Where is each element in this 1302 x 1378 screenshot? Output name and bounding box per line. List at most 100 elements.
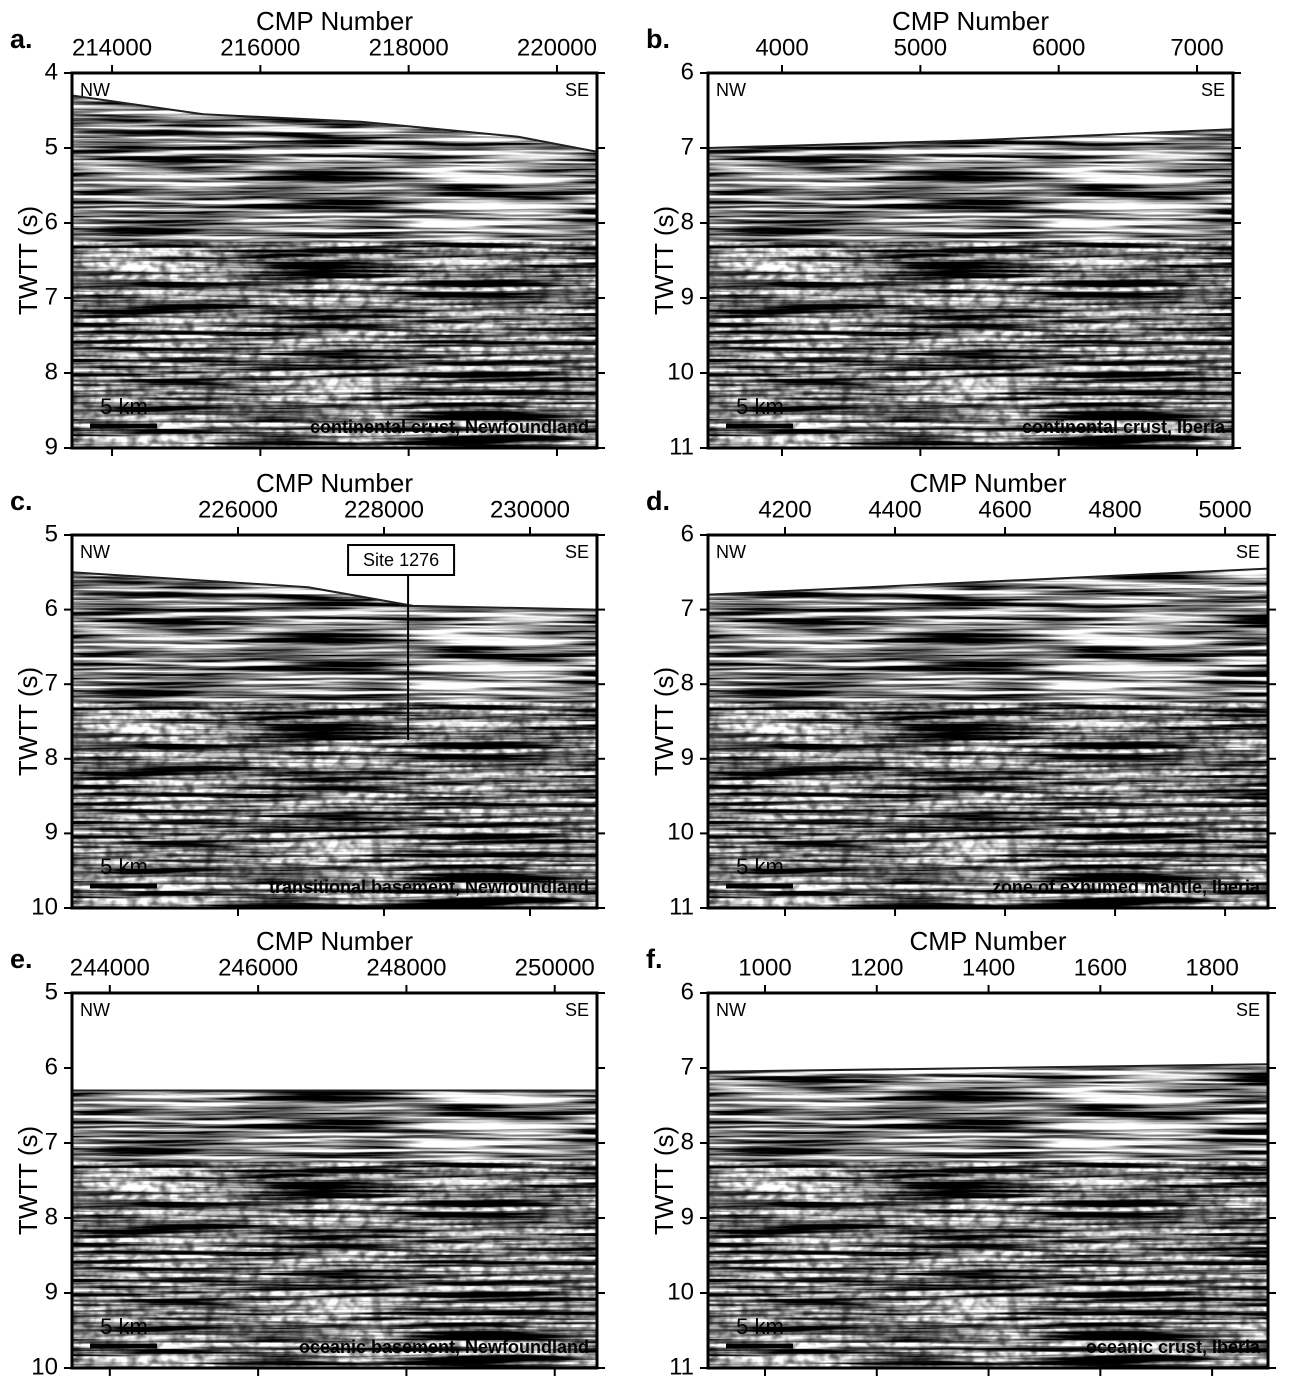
x-tick-label: 248000	[366, 954, 446, 981]
y-tick-label: 6	[681, 978, 694, 1005]
x-tick-label: 250000	[515, 954, 595, 981]
y-tick-label: 9	[681, 1203, 694, 1230]
seismic-image	[72, 73, 597, 448]
y-axis-title: TWTT (s)	[649, 206, 679, 315]
x-tick-label: 1200	[850, 954, 903, 981]
panel-label: f.	[646, 944, 663, 974]
y-tick-label: 9	[681, 283, 694, 310]
y-tick-label: 8	[681, 670, 694, 697]
caption: continental crust, Newfoundland	[310, 417, 589, 437]
y-tick-label: 5	[45, 520, 58, 547]
y-tick-label: 7	[681, 595, 694, 622]
caption: oceanic basement, Newfoundland	[299, 1337, 589, 1357]
y-tick-label: 9	[45, 1278, 58, 1305]
x-axis-title: CMP Number	[892, 6, 1049, 36]
y-tick-label: 6	[681, 58, 694, 85]
panel-label: d.	[646, 486, 670, 516]
x-axis-title: CMP Number	[256, 6, 413, 36]
x-tick-label: 5000	[1198, 496, 1251, 523]
x-axis-title: CMP Number	[909, 468, 1066, 498]
x-tick-label: 1800	[1185, 954, 1238, 981]
x-tick-label: 228000	[344, 496, 424, 523]
direction-label: SE	[1236, 542, 1260, 562]
direction-label: NW	[80, 1000, 110, 1020]
seismic-image	[708, 73, 1233, 448]
y-tick-label: 7	[681, 1053, 694, 1080]
direction-label: SE	[565, 542, 589, 562]
scale-bar-label: 5 km	[736, 854, 784, 879]
y-tick-label: 6	[681, 520, 694, 547]
x-tick-label: 4400	[868, 496, 921, 523]
scale-bar-label: 5 km	[736, 394, 784, 419]
y-tick-label: 7	[681, 133, 694, 160]
y-tick-label: 11	[669, 1353, 694, 1378]
caption: continental crust, Iberia	[1022, 417, 1226, 437]
y-tick-label: 6	[45, 595, 58, 622]
seismic-image	[708, 535, 1268, 908]
x-tick-label: 214000	[72, 34, 152, 61]
x-tick-label: 4800	[1088, 496, 1141, 523]
direction-label: NW	[80, 80, 110, 100]
caption: oceanic crust, Iberia	[1086, 1337, 1261, 1357]
x-tick-label: 4000	[755, 34, 808, 61]
panel: 4200 4400 4600 4800 5000 6 7 8 9 10 11 CMP Number TW…	[646, 468, 1276, 920]
scale-bar-label: 5 km	[100, 1314, 148, 1339]
direction-label: NW	[80, 542, 110, 562]
direction-label: NW	[716, 1000, 746, 1020]
panel-label: a.	[10, 24, 33, 54]
x-tick-label: 4200	[758, 496, 811, 523]
scale-bar-label: 5 km	[100, 394, 148, 419]
y-tick-label: 11	[669, 433, 694, 460]
y-tick-label: 8	[45, 1203, 58, 1230]
caption: transitional basement, Newfoundland	[269, 877, 589, 897]
y-tick-label: 10	[31, 893, 58, 920]
scale-bar-label: 5 km	[736, 1314, 784, 1339]
y-tick-label: 7	[45, 670, 58, 697]
panel-label: c.	[10, 486, 33, 516]
x-tick-label: 216000	[220, 34, 300, 61]
seismic-image	[708, 993, 1268, 1368]
direction-label: NW	[716, 80, 746, 100]
panel-label: e.	[10, 944, 33, 974]
y-tick-label: 4	[45, 58, 58, 85]
x-tick-label: 226000	[198, 496, 278, 523]
y-tick-label: 10	[667, 819, 694, 846]
x-tick-label: 4600	[978, 496, 1031, 523]
x-tick-label: 218000	[369, 34, 449, 61]
y-tick-label: 10	[667, 358, 694, 385]
y-tick-label: 5	[45, 133, 58, 160]
direction-label: SE	[1201, 80, 1225, 100]
y-axis-title: TWTT (s)	[13, 667, 43, 776]
water-column	[708, 993, 1268, 1072]
x-tick-label: 220000	[517, 34, 597, 61]
y-tick-label: 5	[45, 978, 58, 1005]
figure: 214000 216000 218000 220000 4 5 6 7 8 9 CMP Number…	[0, 0, 1302, 1378]
y-axis-title: TWTT (s)	[649, 667, 679, 776]
x-tick-label: 1600	[1074, 954, 1127, 981]
y-tick-label: 9	[45, 819, 58, 846]
caption: zone of exhumed mantle, Iberia	[992, 877, 1261, 897]
y-axis-title: TWTT (s)	[13, 1126, 43, 1235]
x-axis-title: CMP Number	[256, 926, 413, 956]
x-tick-label: 230000	[490, 496, 570, 523]
y-axis-title: TWTT (s)	[13, 206, 43, 315]
y-tick-label: 7	[45, 283, 58, 310]
direction-label: SE	[565, 80, 589, 100]
x-axis-title: CMP Number	[909, 926, 1066, 956]
y-tick-label: 9	[681, 744, 694, 771]
direction-label: SE	[1236, 1000, 1260, 1020]
y-axis-title: TWTT (s)	[649, 1126, 679, 1235]
seismic-image	[72, 993, 597, 1368]
y-tick-label: 11	[669, 893, 694, 920]
y-tick-label: 8	[45, 358, 58, 385]
x-tick-label: 7000	[1170, 34, 1223, 61]
site-label: Site 1276	[363, 550, 439, 570]
y-tick-label: 6	[45, 208, 58, 235]
x-tick-label: 5000	[894, 34, 947, 61]
x-tick-label: 1000	[738, 954, 791, 981]
y-tick-label: 8	[681, 1128, 694, 1155]
